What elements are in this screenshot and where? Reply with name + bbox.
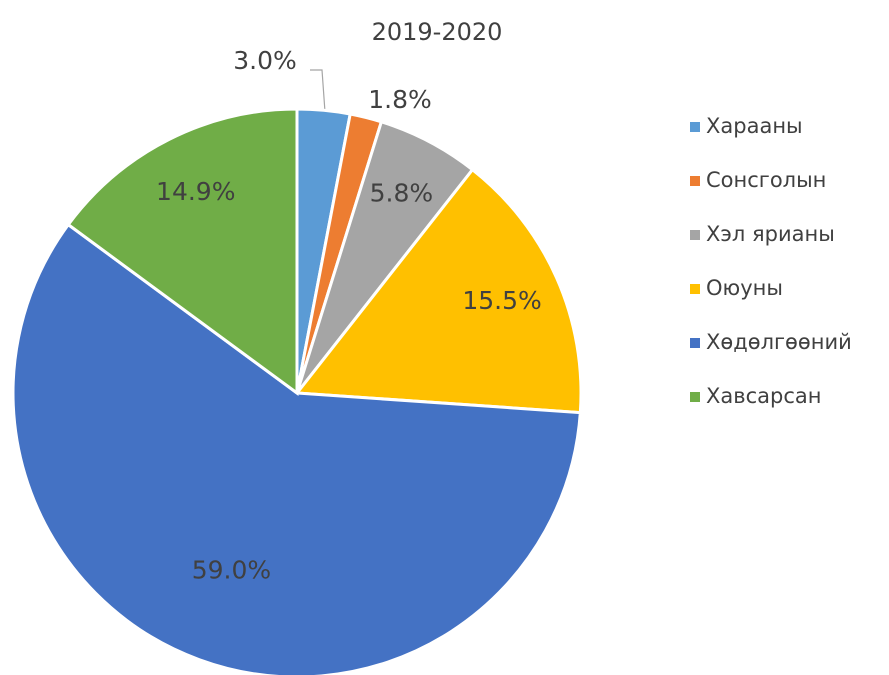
pie-slice <box>294 167 583 415</box>
pie-slice <box>66 107 299 396</box>
legend-label: Хэл ярианы <box>706 222 835 246</box>
data-label: 3.0% <box>233 46 297 75</box>
legend-label: Хөдөлгөөний <box>706 330 852 354</box>
legend-swatch <box>690 392 700 402</box>
legend-label: Хавсарсан <box>706 384 822 408</box>
leader-line <box>310 69 326 113</box>
pie-slice <box>11 222 582 675</box>
data-label: 15.5% <box>462 286 541 315</box>
legend-swatch <box>690 176 700 186</box>
legend-label: Оюуны <box>706 276 783 300</box>
data-label: 14.9% <box>156 177 235 206</box>
data-label: 1.8% <box>368 85 432 114</box>
legend-swatch <box>690 284 700 294</box>
legend-swatch <box>690 338 700 348</box>
legend-swatch <box>690 230 700 240</box>
data-label: 5.8% <box>370 178 434 207</box>
chart-title: 2019-2020 <box>372 18 503 46</box>
legend-swatch <box>690 122 700 132</box>
legend-label: Харааны <box>706 114 803 138</box>
legend-label: Сонсголын <box>706 168 826 192</box>
data-label: 59.0% <box>192 556 271 585</box>
